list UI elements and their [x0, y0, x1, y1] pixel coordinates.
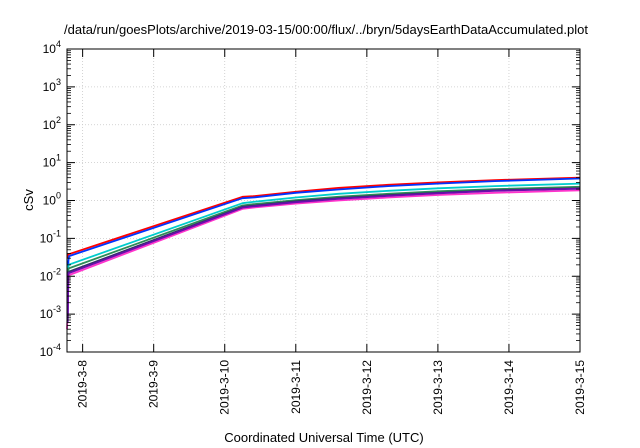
x-tick-label: 2019-3-8	[76, 360, 90, 408]
y-tick-label: 102	[43, 115, 61, 132]
y-tick-label: 10-2	[40, 266, 61, 283]
x-tick-label: 2019-3-13	[431, 360, 445, 415]
y-tick-label: 10-4	[40, 342, 61, 359]
y-axis-ticks: 10-4 10-3 10-2 10-1 100 101 102 103 104	[40, 39, 580, 359]
series-line-1	[66, 176, 581, 259]
y-tick-label: 103	[43, 77, 61, 94]
x-tick-label: 2019-3-15	[573, 360, 587, 415]
series-line-5	[66, 187, 581, 318]
grid	[67, 49, 580, 352]
x-axis-ticks: 2019-3-8 2019-3-9 2019-3-10 2019-3-11 2019-3…	[76, 49, 587, 415]
y-tick-label: 101	[43, 153, 61, 170]
y-tick-label: 104	[43, 39, 61, 56]
series-group	[66, 176, 581, 330]
chart-title: /data/run/goesPlots/archive/2019-03-15/0…	[64, 22, 588, 37]
y-tick-label: 10-1	[40, 228, 61, 245]
x-tick-label: 2019-3-11	[289, 360, 303, 414]
y-tick-label: 10-3	[40, 304, 61, 321]
x-tick-label: 2019-3-14	[502, 360, 516, 415]
y-tick-label: 100	[43, 191, 61, 208]
series-line-3	[66, 182, 581, 292]
series-line-7	[66, 187, 581, 323]
series-line-6	[66, 189, 581, 330]
x-tick-label: 2019-3-9	[147, 360, 161, 408]
series-line-4	[66, 185, 581, 292]
x-axis-label: Coordinated Universal Time (UTC)	[224, 430, 423, 445]
x-tick-label: 2019-3-12	[360, 360, 374, 415]
x-tick-label: 2019-3-10	[218, 360, 232, 415]
y-axis-label: cSv	[21, 189, 36, 211]
